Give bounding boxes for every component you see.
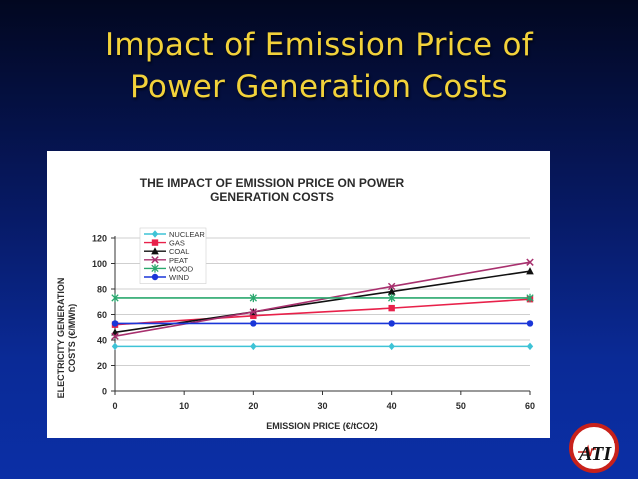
series-wind	[111, 320, 534, 327]
legend-item-peat: PEAT	[144, 256, 188, 265]
data-point-wind-60	[526, 320, 534, 327]
x-tick-label-50: 50	[456, 401, 466, 411]
legend-swatch-marker-gas	[151, 239, 159, 246]
x-tick-label-20: 20	[248, 401, 258, 411]
x-tick-label-60: 60	[525, 401, 535, 411]
legend-item-gas: GAS	[144, 239, 185, 248]
data-point-coal-60	[526, 267, 534, 275]
y-tick-label-0: 0	[102, 387, 107, 397]
emission-price-chart: THE IMPACT OF EMISSION PRICE ON POWER GE…	[56, 176, 535, 431]
data-point-nuclear-40	[388, 342, 395, 351]
y-tick-label-20: 20	[97, 361, 107, 371]
data-point-peat-40	[387, 282, 396, 291]
legend-item-wood: WOOD	[144, 264, 194, 273]
slide-title-line-2: Power Generation Costs	[129, 69, 509, 105]
data-point-nuclear-60	[526, 342, 534, 351]
chart-panel: THE IMPACT OF EMISSION PRICE ON POWER GE…	[47, 151, 550, 438]
legend-swatch-marker-wind	[151, 273, 159, 281]
ati-logo: ATI	[566, 419, 628, 475]
x-axis-label: EMISSION PRICE (€/tCO2)	[266, 421, 378, 431]
x-tick-label-30: 30	[317, 401, 327, 411]
y-axis-label-line-2: COSTS (€/MWh)	[67, 304, 77, 373]
y-tick-label-100: 100	[92, 259, 107, 269]
data-point-wind-20	[250, 320, 257, 327]
data-point-peat-20	[249, 308, 258, 316]
x-tick-label-10: 10	[179, 401, 189, 411]
ati-logo-icon: ATI	[569, 423, 619, 473]
legend-box	[139, 227, 207, 284]
legend-swatch-marker-coal	[151, 247, 159, 255]
series-wood	[111, 293, 534, 303]
data-point-wood-40	[388, 293, 396, 303]
data-point-wood-0	[111, 293, 119, 303]
series-nuclear	[111, 342, 534, 351]
legend-label-peat: PEAT	[169, 256, 188, 265]
y-axis-label-line-1: ELECTRICITY GENERATION	[56, 278, 66, 399]
legend-item-wind: WIND	[144, 273, 190, 282]
series-line-gas	[114, 298, 531, 326]
y-tick-label-120: 120	[92, 234, 107, 244]
legend-label-gas: GAS	[169, 239, 185, 248]
y-tick-label-60: 60	[97, 310, 107, 320]
legend-label-wind: WIND	[169, 273, 190, 282]
legend-item-coal: COAL	[144, 247, 189, 256]
data-point-wood-60	[526, 293, 534, 303]
slide-title-line-1: Impact of Emission Price of	[104, 27, 534, 63]
y-tick-label-40: 40	[97, 336, 107, 346]
data-point-coal-40	[387, 287, 396, 295]
data-point-nuclear-20	[250, 342, 257, 351]
data-point-peat-60	[526, 258, 534, 266]
y-tick-label-80: 80	[97, 285, 107, 295]
x-tick-label-40: 40	[387, 401, 397, 411]
data-point-gas-20	[250, 312, 257, 319]
legend-label-coal: COAL	[169, 247, 189, 256]
data-point-wood-20	[249, 293, 257, 303]
data-point-gas-40	[388, 304, 395, 312]
chart-title-line-2: GENERATION COSTS	[210, 190, 334, 204]
legend-label-wood: WOOD	[169, 264, 194, 273]
data-point-peat-0	[111, 332, 119, 340]
x-tick-label-0: 0	[112, 401, 117, 411]
data-point-wind-0	[111, 320, 119, 327]
series-layer	[111, 258, 534, 351]
logo-text: ATI	[577, 443, 612, 465]
chart-title-line-1: THE IMPACT OF EMISSION PRICE ON POWER	[140, 176, 405, 190]
series-line-coal	[114, 270, 531, 334]
slide-title: Impact of Emission Price of Power Genera…	[0, 24, 638, 108]
data-point-nuclear-0	[111, 342, 119, 351]
data-point-wind-40	[388, 320, 395, 327]
legend-swatch-marker-peat	[151, 256, 159, 264]
y-axis-label: ELECTRICITY GENERATION COSTS (€/MWh)	[56, 278, 77, 399]
axis-layer: 0 20 40 60 80 100 120 0 10 20 30 40 50 60	[92, 234, 535, 412]
legend-swatch-marker-wood	[151, 264, 159, 273]
legend-label-nuclear: NUCLEAR	[169, 230, 205, 239]
